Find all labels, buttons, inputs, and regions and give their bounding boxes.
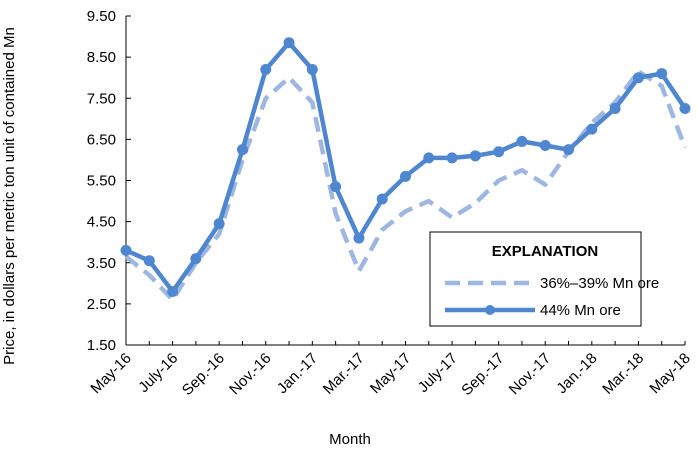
data-point-44-mn-ore (656, 68, 668, 80)
y-tick-label: 9.50 (87, 8, 116, 25)
data-point-44-mn-ore (400, 170, 411, 182)
legend-marker-44 (485, 305, 495, 315)
data-point-44-mn-ore (376, 193, 388, 205)
y-tick-label: 8.50 (87, 49, 116, 66)
data-point-44-mn-ore (563, 144, 575, 156)
data-point-44-mn-ore (120, 244, 132, 256)
x-tick-label: Mar.-17 (320, 350, 368, 398)
data-point-44-mn-ore (446, 152, 458, 164)
x-tick-label: Jan.-18 (553, 350, 600, 397)
y-tick-label: 4.50 (87, 214, 116, 231)
data-point-44-mn-ore (586, 123, 598, 135)
plot-area: 1.50 2.50 3.50 4.50 5.50 6.50 7.50 8.50 9.50 May… (87, 8, 694, 399)
data-point-44-mn-ore (516, 135, 528, 147)
x-tick-label: Nov.-17 (506, 350, 554, 398)
y-tick-label: 1.50 (87, 337, 116, 354)
data-point-44-mn-ore (493, 146, 505, 158)
y-axis-title: Price, in dollars per metric ton unit of… (1, 27, 18, 365)
data-point-44-mn-ore (306, 63, 318, 75)
data-point-44-mn-ore (609, 103, 621, 115)
x-tick-label: Jan.-17 (274, 350, 321, 397)
data-point-44-mn-ore (469, 150, 481, 162)
legend-box (429, 231, 642, 327)
x-tick-label: Nov.-16 (226, 350, 274, 398)
x-tick-label: Mar.-18 (599, 350, 647, 398)
series-layer (120, 37, 691, 303)
y-tick-label: 5.50 (87, 173, 116, 190)
data-point-44-mn-ore (236, 144, 248, 156)
y-tick-label: 7.50 (87, 90, 116, 107)
data-point-44-mn-ore (679, 103, 691, 115)
x-tick-label: July-17 (415, 350, 461, 396)
data-point-44-mn-ore (353, 232, 365, 244)
data-point-44-mn-ore (283, 37, 295, 49)
legend: EXPLANATION 36%–39% Mn ore 44% Mn ore (429, 231, 659, 327)
series-line-36-39-mn-ore (124, 69, 688, 303)
x-tick-label: May-16 (87, 350, 134, 397)
x-tick-label: Sep.-17 (458, 350, 507, 399)
y-tick-label: 2.50 (87, 296, 116, 313)
data-point-44-mn-ore (330, 181, 342, 193)
x-tick-label: May-18 (646, 350, 693, 397)
x-tick-label: Sep.-16 (179, 350, 228, 399)
legend-title: EXPLANATION (492, 243, 598, 260)
x-tick-label: July-16 (135, 350, 181, 396)
data-point-44-mn-ore (423, 152, 435, 164)
x-axis-title: Month (329, 431, 371, 448)
data-point-44-mn-ore (143, 255, 155, 267)
data-point-44-mn-ore (190, 253, 202, 265)
legend-label-44: 44% Mn ore (540, 302, 621, 319)
legend-label-36-39: 36%–39% Mn ore (540, 275, 659, 292)
x-tick-label: May-17 (367, 350, 414, 397)
data-point-44-mn-ore (213, 218, 225, 230)
data-point-44-mn-ore (167, 286, 179, 298)
data-point-44-mn-ore (260, 63, 272, 75)
y-tick-label: 3.50 (87, 255, 116, 272)
y-axis-ticks: 1.50 2.50 3.50 4.50 5.50 6.50 7.50 8.50 9.50 (87, 8, 131, 354)
y-tick-label: 6.50 (87, 131, 116, 148)
data-point-44-mn-ore (539, 140, 551, 152)
data-point-44-mn-ore (632, 72, 644, 84)
